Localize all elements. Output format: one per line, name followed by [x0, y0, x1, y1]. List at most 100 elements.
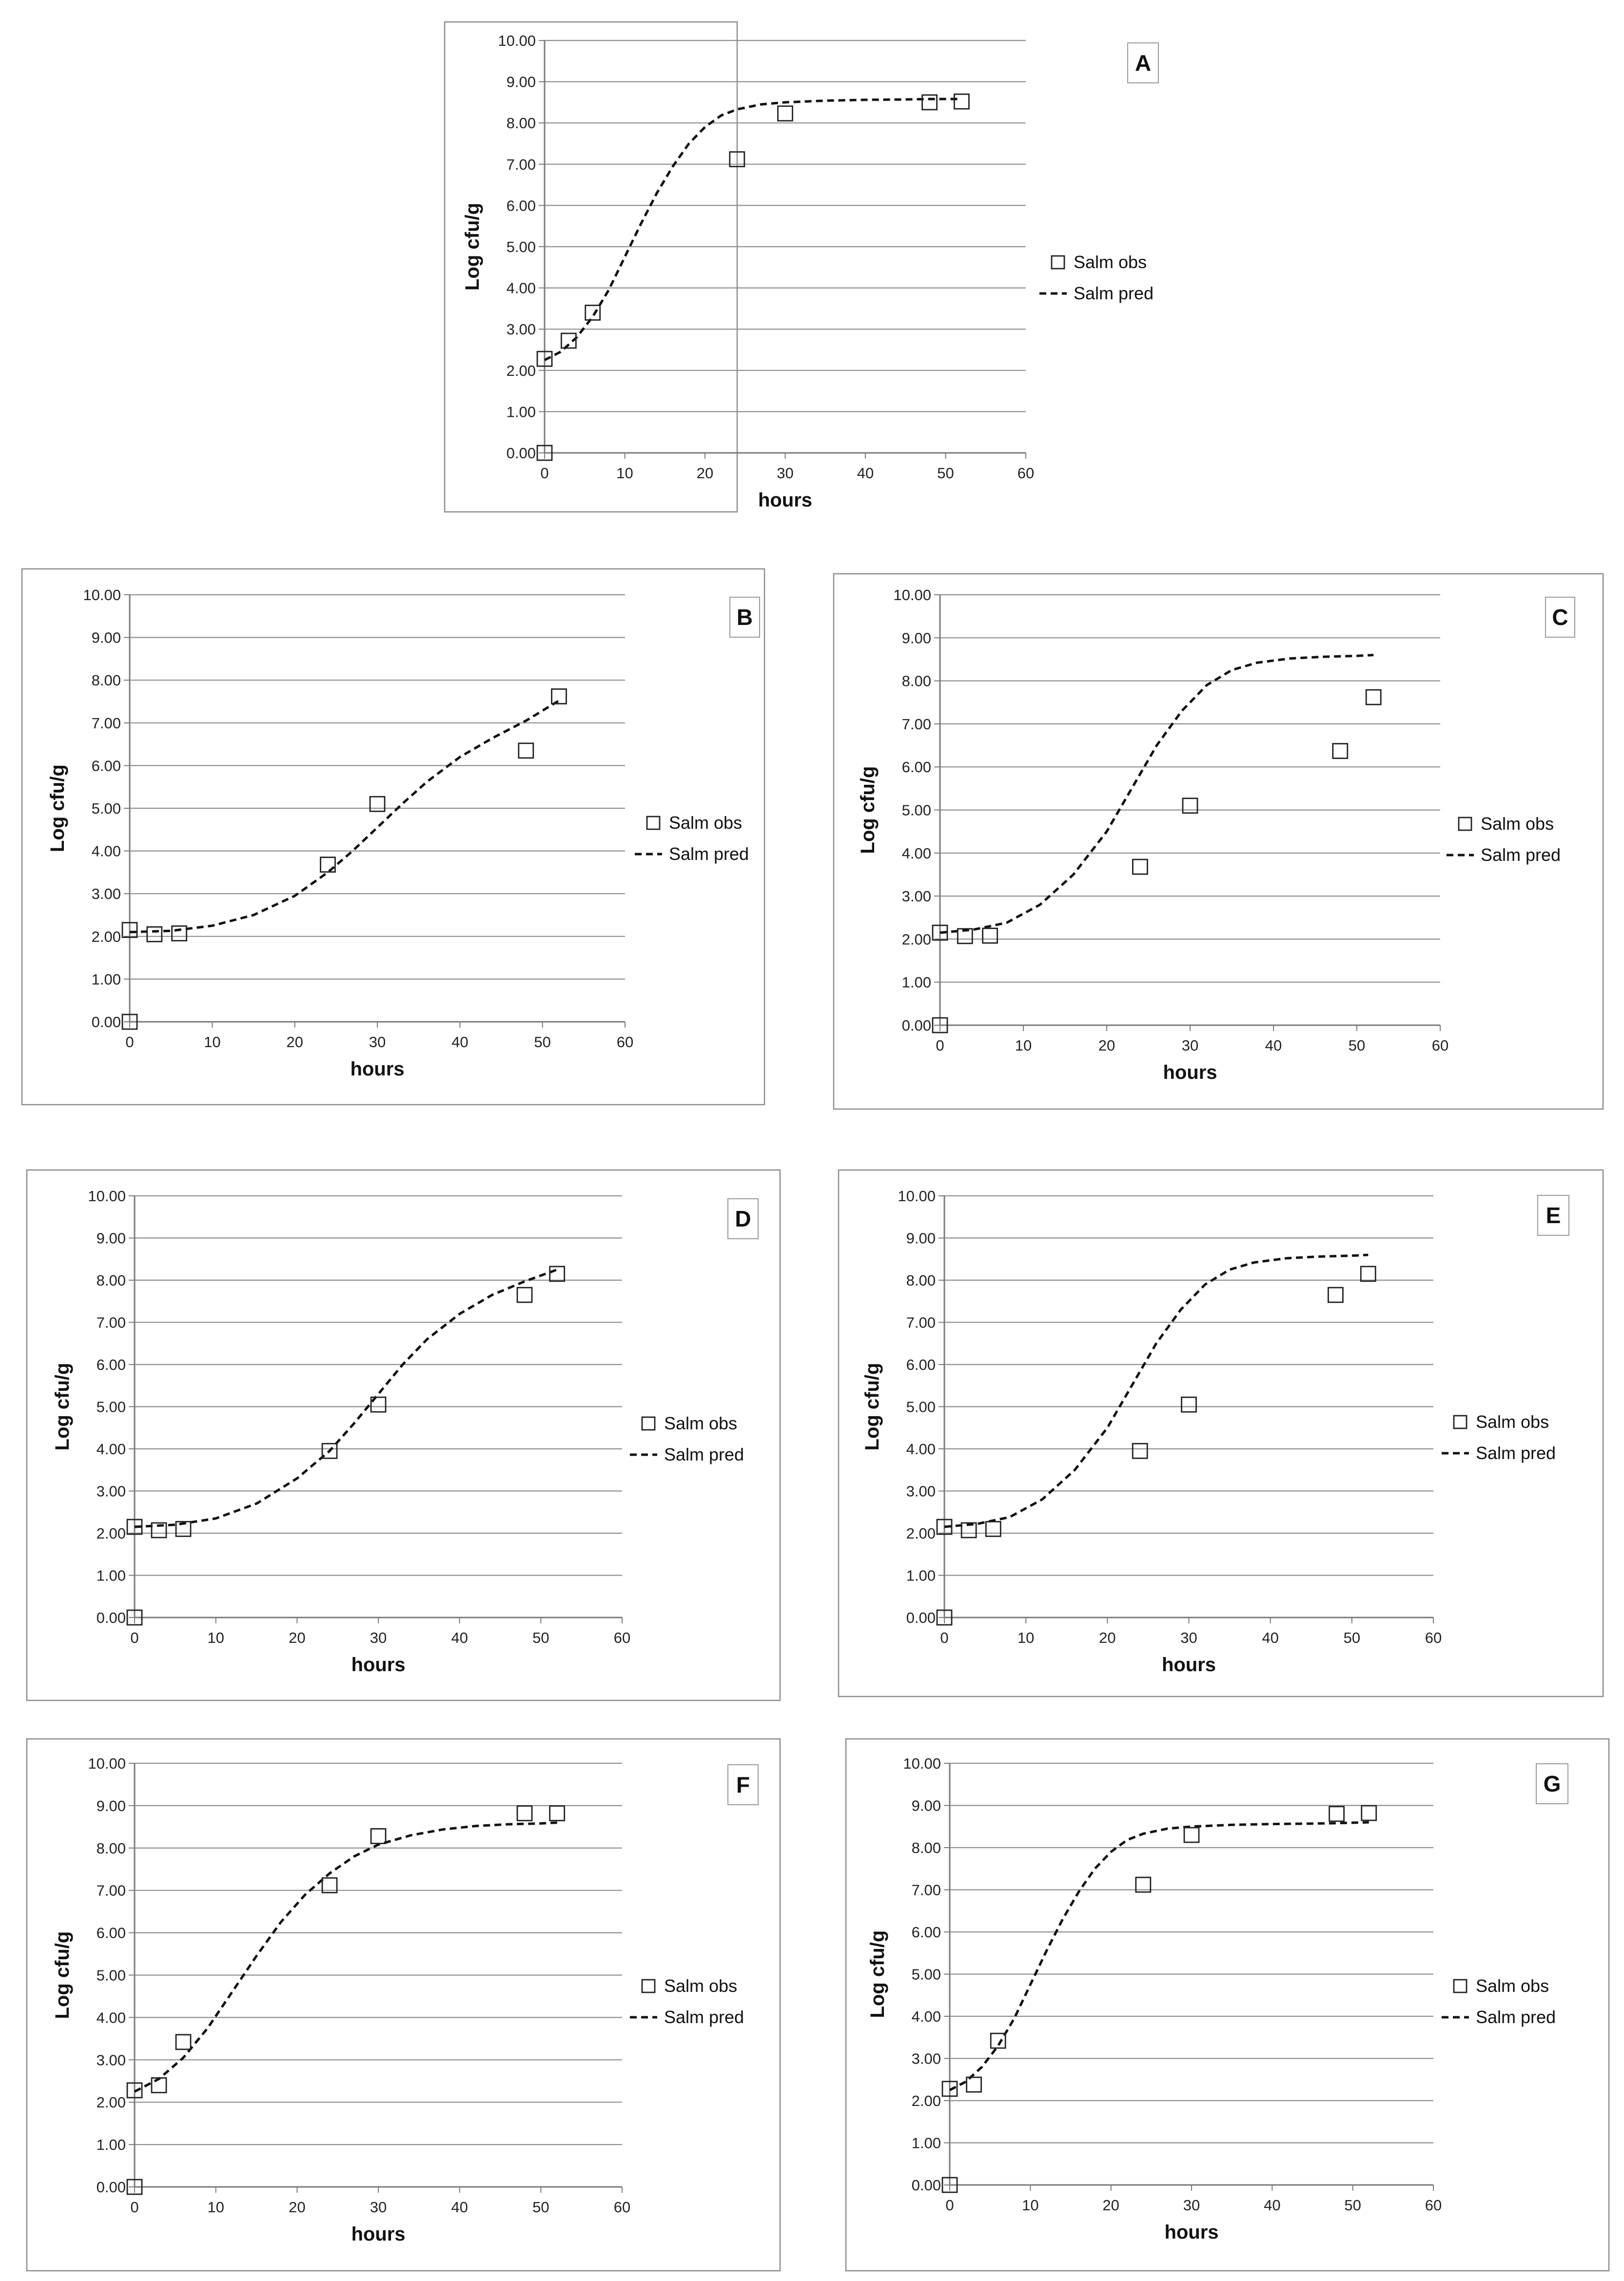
x-tick-label: 60 [617, 1033, 633, 1051]
y-tick-label: 5.00 [97, 1399, 126, 1416]
y-tick-label: 6.00 [97, 1356, 126, 1373]
y-tick-label: 1.00 [906, 1567, 936, 1584]
y-axis-title: Log cfu/g [462, 203, 483, 291]
panel-label: E [1546, 1203, 1561, 1228]
x-tick-label: 0 [130, 1629, 138, 1646]
chart-panel-d: 0.00 1.00 2.00 3.00 4.00 5.00 6.00 7.00 8.00 9.00… [26, 1169, 781, 1701]
y-tick-label: 8.00 [97, 1840, 126, 1857]
y-tick-label: 0.00 [912, 2177, 941, 2194]
salm-obs-marker [560, 332, 577, 349]
panel-label-box [1545, 597, 1575, 638]
salm-pred-line [544, 97, 962, 361]
legend-pred-label: Salm pred [664, 2007, 744, 2027]
x-axis-title: hours [351, 2223, 405, 2245]
y-tick-label: 2.00 [92, 928, 121, 945]
salm-obs-marker [1365, 689, 1382, 705]
y-tick-label: 8.00 [97, 1272, 126, 1289]
x-axis-title: hours [351, 1654, 405, 1676]
x-tick-label: 10 [204, 1033, 220, 1051]
y-tick-label: 7.00 [912, 1882, 941, 1899]
salm-obs-marker [1329, 1806, 1345, 1822]
salm-obs-marker [1132, 1443, 1148, 1459]
x-tick-label: 0 [130, 2199, 138, 2216]
x-tick-label: 0 [125, 1033, 134, 1051]
y-tick-label: 8.00 [507, 115, 536, 132]
y-tick-label: 5.00 [912, 1966, 941, 1983]
salm-pred-line [944, 1253, 1369, 1528]
x-tick-label: 10 [616, 465, 633, 482]
y-tick-label: 4.00 [507, 280, 536, 297]
y-tick-label: 9.00 [97, 1230, 126, 1247]
y-axis-title: Log cfu/g [52, 1363, 73, 1451]
y-axis-title: Log cfu/g [867, 1930, 888, 2018]
y-tick-label: 10.00 [88, 1188, 126, 1205]
y-axis-title: Log cfu/g [861, 1363, 883, 1451]
x-tick-label: 60 [1425, 2197, 1442, 2214]
x-tick-label: 60 [1432, 1037, 1448, 1054]
y-tick-label: 10.00 [88, 1755, 126, 1772]
x-axis-title: hours [1163, 1062, 1217, 1083]
x-tick-label: 40 [857, 465, 874, 482]
salm-obs-marker [516, 1805, 533, 1821]
y-tick-label: 1.00 [507, 403, 536, 420]
y-tick-label: 6.00 [902, 759, 931, 776]
legend-pred-label: Salm pred [1476, 1443, 1556, 1463]
legend-pred-label: Salm pred [669, 844, 749, 864]
panel-label-box [727, 1764, 759, 1805]
x-tick-label: 50 [1349, 1037, 1365, 1054]
y-tick-label: 0.00 [507, 445, 536, 462]
salm-obs-marker [936, 1609, 953, 1626]
y-tick-label: 2.00 [507, 362, 536, 379]
salm-obs-marker [126, 2082, 143, 2099]
y-tick-label: 3.00 [507, 321, 536, 338]
x-tick-label: 40 [1265, 1037, 1282, 1054]
x-tick-label: 20 [289, 2199, 305, 2216]
y-axis-title: Log cfu/g [47, 764, 68, 852]
salm-obs-marker [957, 928, 973, 944]
salm-obs-marker [370, 1828, 387, 1844]
y-tick-label: 5.00 [507, 238, 536, 255]
legend-pred-label: Salm pred [1481, 845, 1561, 865]
y-tick-label: 1.00 [912, 2135, 941, 2152]
y-tick-label: 8.00 [912, 1839, 941, 1856]
chart-frame [26, 1738, 781, 2272]
chart-panel-c: 0.00 1.00 2.00 3.00 4.00 5.00 6.00 7.00 8.00 9.00… [833, 573, 1604, 1110]
salm-obs-marker [549, 1805, 566, 1821]
panel-label: F [736, 1772, 750, 1797]
y-tick-label: 9.00 [92, 629, 121, 646]
y-axis-title: Log cfu/g [52, 1931, 73, 2019]
x-tick-label: 40 [451, 1629, 468, 1646]
x-tick-label: 10 [1022, 2197, 1038, 2214]
salm-obs-marker [321, 1443, 338, 1459]
x-tick-label: 10 [207, 2199, 224, 2216]
salm-obs-marker [126, 2179, 143, 2195]
salm-obs-marker [1327, 1287, 1344, 1303]
x-tick-label: 50 [1344, 1629, 1360, 1646]
y-tick-label: 3.00 [97, 1483, 126, 1500]
salm-obs-marker [151, 2077, 167, 2093]
y-tick-label: 2.00 [906, 1525, 936, 1542]
salm-obs-marker [126, 1609, 143, 1626]
salm-obs-marker [777, 105, 793, 122]
salm-obs-marker [985, 1521, 1001, 1537]
x-tick-label: 20 [1102, 2197, 1119, 2214]
y-tick-label: 6.00 [92, 757, 121, 774]
y-tick-label: 3.00 [912, 2050, 941, 2067]
salm-obs-marker [369, 796, 386, 812]
y-tick-label: 7.00 [92, 715, 121, 732]
legend-obs-marker [641, 1416, 656, 1431]
y-tick-label: 7.00 [902, 716, 931, 733]
x-tick-label: 10 [1015, 1037, 1032, 1054]
y-tick-label: 2.00 [912, 2092, 941, 2109]
x-axis-title: hours [1164, 2222, 1218, 2243]
panel-label: B [737, 604, 753, 630]
y-tick-label: 5.00 [92, 800, 121, 817]
legend-obs-label: Salm obs [1481, 814, 1554, 834]
panel-label-box [1537, 1195, 1569, 1236]
x-tick-label: 50 [534, 1033, 550, 1051]
x-tick-label: 50 [937, 465, 954, 482]
legend-pred-label: Salm pred [1476, 2007, 1556, 2027]
y-tick-label: 6.00 [97, 1925, 126, 1942]
legend-obs-label: Salm obs [664, 1413, 737, 1433]
y-tick-label: 1.00 [97, 1567, 126, 1584]
